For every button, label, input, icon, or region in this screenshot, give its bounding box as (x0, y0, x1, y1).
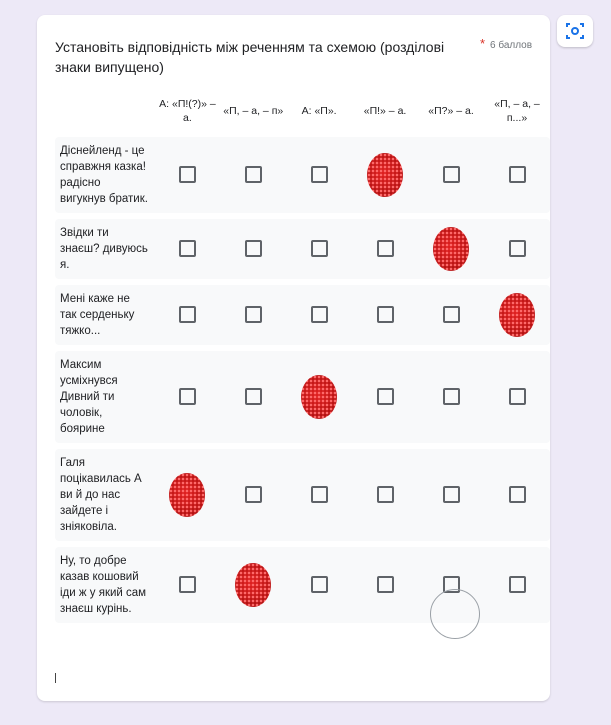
grid-cell (154, 547, 221, 623)
checkbox[interactable] (244, 306, 262, 324)
grid-cell (220, 219, 287, 279)
column-header: А: «П». (301, 105, 337, 117)
lens-button[interactable] (557, 15, 593, 47)
grid-cell (286, 137, 353, 213)
grid-cell (352, 219, 419, 279)
red-mark (169, 473, 206, 517)
column-header: «П!» – а. (363, 105, 407, 117)
row-label: Максим усміхнувся Дивний ти чоловік, боя… (55, 351, 155, 443)
checkbox[interactable] (310, 306, 328, 324)
checkbox[interactable] (178, 240, 196, 258)
row-label: Звідки ти знаєш? дивуюсь я. (55, 219, 155, 279)
checkbox[interactable] (376, 306, 394, 324)
grid-row: Галя поцікавилась А ви й до нас зайдете … (55, 449, 550, 541)
checkbox[interactable] (442, 388, 460, 406)
grid-cell (286, 547, 353, 623)
grid-cell (484, 219, 550, 279)
grid-cell (154, 351, 221, 443)
grid-cell (286, 449, 353, 541)
required-mark: * (480, 36, 486, 51)
question-card: Установіть відповідність між реченням та… (37, 15, 550, 701)
checkbox[interactable] (244, 486, 262, 504)
row-label: Ну, то добре казав кошовий іди ж у який … (55, 547, 155, 623)
grid-cell (220, 449, 287, 541)
checkbox[interactable] (376, 486, 394, 504)
grid-cell (220, 285, 287, 345)
grid-cell (418, 285, 485, 345)
row-label: Діснейленд - це справжня казка! радісно … (55, 137, 155, 213)
grid-cell (286, 351, 353, 443)
grid-cell (352, 285, 419, 345)
checkbox[interactable] (508, 486, 526, 504)
grid-cell (418, 351, 485, 443)
grid-row: Звідки ти знаєш? дивуюсь я. (55, 219, 550, 279)
checkbox[interactable] (376, 240, 394, 258)
grid-cell (154, 449, 221, 541)
checkbox[interactable] (376, 576, 394, 594)
grid-row: Мені каже не так серденьку тяжко... (55, 285, 550, 345)
grid-cell (154, 219, 221, 279)
checkbox[interactable] (310, 240, 328, 258)
grid-cell (286, 219, 353, 279)
row-label: Галя поцікавилась А ви й до нас зайдете … (55, 449, 155, 541)
checkbox[interactable] (442, 486, 460, 504)
points: 6 баллов (490, 40, 533, 51)
checkbox[interactable] (376, 388, 394, 406)
column-header: «П, – а, – п...» (494, 98, 540, 124)
grid: А: «П!(?)» – а. «П, – а, – п» А: «П». «П!» … (55, 85, 550, 629)
lens-icon (566, 23, 584, 39)
grid-cell (484, 137, 550, 213)
grid-cell (154, 285, 221, 345)
grid-cell (484, 351, 550, 443)
grid-cell (352, 351, 419, 443)
checkbox[interactable] (508, 166, 526, 184)
grid-cell (418, 449, 485, 541)
grid-cell (418, 219, 485, 279)
grid-cell (352, 449, 419, 541)
focus-ring (430, 589, 480, 639)
red-mark (433, 227, 470, 271)
checkbox[interactable] (178, 576, 196, 594)
column-header: «П, – а, – п» (223, 105, 284, 117)
checkbox[interactable] (178, 306, 196, 324)
checkbox[interactable] (178, 388, 196, 406)
red-mark (499, 293, 536, 337)
grid-cell (484, 449, 550, 541)
question-title: Установіть відповідність між реченням та… (55, 39, 445, 75)
checkbox[interactable] (244, 240, 262, 258)
checkbox[interactable] (508, 240, 526, 258)
checkbox[interactable] (508, 388, 526, 406)
red-mark (367, 153, 404, 197)
grid-cell (484, 547, 550, 623)
checkbox[interactable] (244, 166, 262, 184)
row-label: Мені каже не так серденьку тяжко... (55, 285, 155, 345)
corner (55, 91, 155, 131)
column-header: А: «П!(?)» – а. (159, 98, 216, 124)
grid-cell (286, 285, 353, 345)
checkbox[interactable] (310, 166, 328, 184)
grid-cell (484, 285, 550, 345)
grid-cell (220, 351, 287, 443)
checkbox[interactable] (178, 166, 196, 184)
text-caret (55, 673, 56, 683)
checkbox[interactable] (310, 486, 328, 504)
grid-cell (352, 137, 419, 213)
checkbox[interactable] (442, 306, 460, 324)
column-header: «П?» – а. (428, 105, 474, 117)
grid-cell (352, 547, 419, 623)
checkbox[interactable] (508, 576, 526, 594)
grid-cell (220, 547, 287, 623)
red-mark (301, 375, 338, 419)
grid-row: Діснейленд - це справжня казка! радісно … (55, 137, 550, 213)
checkbox[interactable] (310, 576, 328, 594)
red-mark (235, 563, 272, 607)
checkbox[interactable] (244, 388, 262, 406)
grid-cell (220, 137, 287, 213)
grid-cell (154, 137, 221, 213)
grid-row: Ну, то добре казав кошовий іди ж у який … (55, 547, 550, 623)
grid-cell (418, 137, 485, 213)
grid-row: Максим усміхнувся Дивний ти чоловік, боя… (55, 351, 550, 443)
checkbox[interactable] (442, 166, 460, 184)
